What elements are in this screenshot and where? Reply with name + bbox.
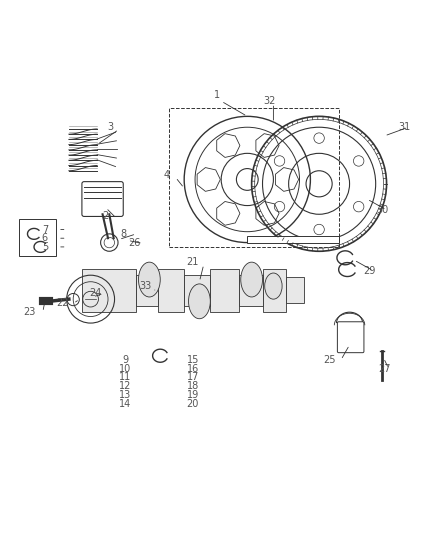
Text: 2: 2: [103, 212, 109, 221]
FancyBboxPatch shape: [82, 182, 123, 216]
Text: 6: 6: [42, 233, 48, 243]
Bar: [262, 269, 286, 312]
Ellipse shape: [138, 262, 160, 297]
Text: 26: 26: [128, 238, 140, 247]
Text: 11: 11: [119, 373, 131, 383]
Bar: [158, 269, 184, 312]
Text: 24: 24: [89, 288, 101, 297]
Text: 10: 10: [119, 364, 131, 374]
Ellipse shape: [188, 284, 210, 319]
FancyBboxPatch shape: [337, 322, 364, 353]
Text: 30: 30: [376, 205, 389, 215]
Text: 23: 23: [24, 307, 36, 317]
Text: 32: 32: [263, 96, 275, 106]
Text: 9: 9: [122, 355, 128, 365]
Text: 33: 33: [139, 281, 151, 291]
Text: 27: 27: [378, 364, 391, 374]
Bar: [286, 277, 304, 303]
Bar: [82, 269, 136, 312]
Text: 31: 31: [398, 122, 410, 132]
Text: 22: 22: [56, 298, 69, 309]
Text: 21: 21: [187, 257, 199, 267]
Bar: [169, 108, 339, 247]
Text: 16: 16: [187, 364, 199, 374]
Ellipse shape: [265, 273, 282, 299]
Text: 7: 7: [42, 224, 48, 235]
FancyBboxPatch shape: [247, 236, 339, 243]
Text: 17: 17: [187, 373, 199, 383]
Text: 13: 13: [119, 390, 131, 400]
Bar: [210, 269, 239, 312]
Text: 29: 29: [363, 266, 375, 276]
Text: 12: 12: [119, 381, 131, 391]
Text: 5: 5: [42, 242, 48, 252]
Text: 20: 20: [187, 399, 199, 409]
Bar: [184, 275, 210, 305]
Text: 15: 15: [187, 355, 199, 365]
Text: 18: 18: [187, 381, 199, 391]
Text: 8: 8: [120, 229, 126, 239]
Text: 1: 1: [214, 90, 220, 100]
Text: 14: 14: [119, 399, 131, 409]
Text: 19: 19: [187, 390, 199, 400]
Ellipse shape: [241, 262, 262, 297]
Text: 3: 3: [107, 122, 113, 132]
Bar: [239, 275, 262, 305]
Bar: [136, 275, 158, 305]
Bar: [19, 219, 56, 256]
Text: 4: 4: [164, 170, 170, 180]
Text: 25: 25: [324, 355, 336, 365]
